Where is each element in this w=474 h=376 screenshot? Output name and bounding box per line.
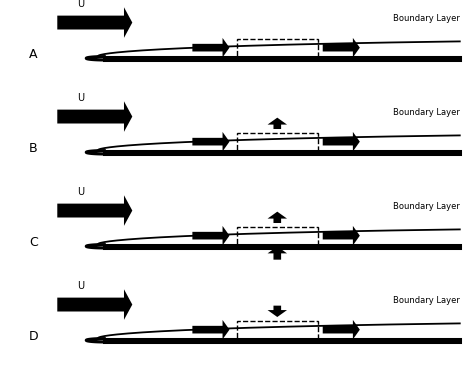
- Text: Boundary Layer: Boundary Layer: [393, 296, 460, 305]
- Text: C: C: [29, 236, 37, 249]
- Text: U: U: [77, 187, 84, 197]
- Bar: [237, 133, 318, 150]
- Bar: [237, 39, 318, 57]
- Bar: [237, 227, 318, 244]
- Text: U: U: [77, 0, 84, 9]
- Text: Boundary Layer: Boundary Layer: [393, 202, 460, 211]
- Text: U: U: [77, 93, 84, 103]
- Text: Boundary Layer: Boundary Layer: [393, 108, 460, 117]
- Text: A: A: [29, 48, 37, 61]
- Text: D: D: [28, 330, 38, 343]
- Text: B: B: [29, 142, 37, 155]
- Text: U: U: [77, 281, 84, 291]
- Bar: [237, 321, 318, 338]
- Text: Boundary Layer: Boundary Layer: [393, 14, 460, 23]
